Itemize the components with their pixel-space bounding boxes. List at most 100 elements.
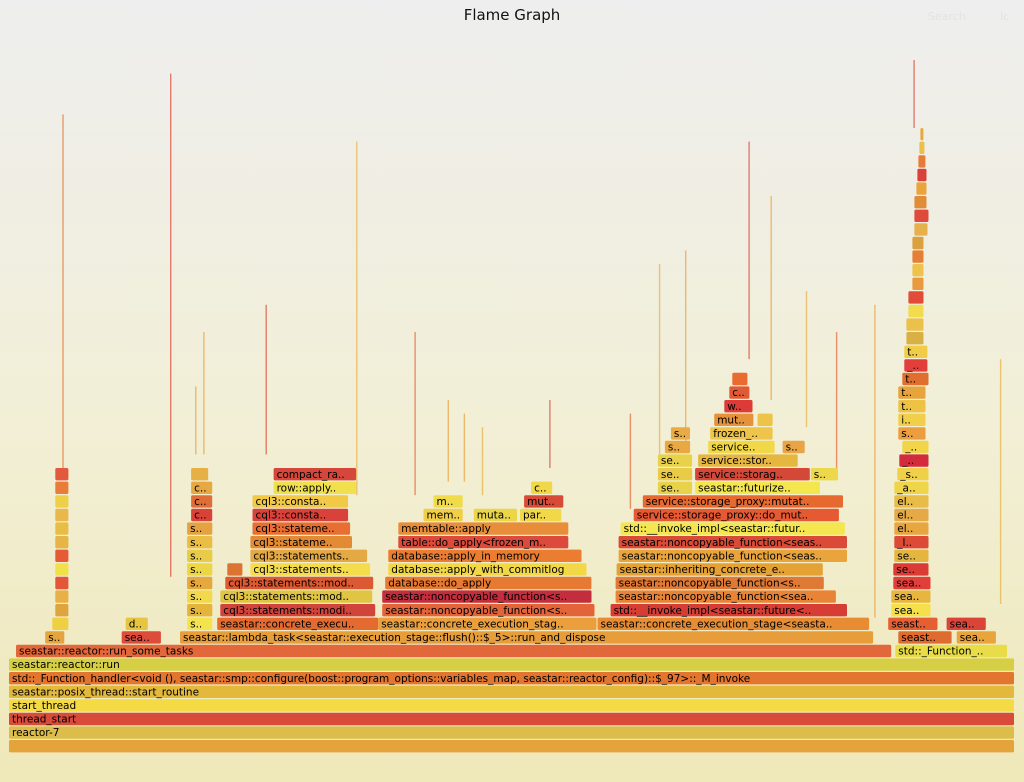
frame-bar[interactable] (898, 386, 926, 399)
frame-2[interactable]: thread_start (9, 712, 1014, 726)
frame-4[interactable]: seastar::posix_thread::start_routine (9, 685, 1014, 699)
frame-9[interactable]: s.. (45, 631, 65, 644)
frame-bar[interactable] (250, 549, 368, 562)
frame-84[interactable]: se.. (657, 481, 693, 495)
frame-85[interactable]: seastar::futurize.. (695, 481, 820, 495)
frame-bar[interactable] (398, 522, 569, 535)
frame-50[interactable]: database::apply_in_memory (388, 549, 582, 563)
frame-bar[interactable] (757, 413, 773, 426)
frame-bar[interactable] (55, 604, 69, 617)
frame-22[interactable] (55, 604, 69, 617)
frame-bar[interactable] (55, 468, 69, 481)
frame-bar[interactable] (125, 617, 148, 630)
frame-128[interactable] (918, 155, 926, 168)
frame-bar[interactable] (782, 440, 805, 454)
frame-5[interactable]: std::_Function_handler<void (), seastar:… (9, 672, 1014, 685)
frame-76[interactable]: m.. (433, 495, 463, 508)
frame-27[interactable]: sea.. (891, 604, 931, 617)
frame-bar[interactable] (597, 617, 870, 630)
frame-bar[interactable] (531, 481, 553, 494)
frame-116[interactable] (906, 318, 924, 331)
frame-11[interactable]: seastar::lambda_task<seastar::execution_… (180, 631, 874, 644)
frame-bar[interactable] (250, 563, 371, 576)
frame-72[interactable]: el.. (894, 508, 929, 522)
frame-53[interactable] (55, 536, 69, 549)
frame-35[interactable]: s.. (187, 576, 213, 590)
frame-bar[interactable] (710, 427, 773, 440)
frame-1[interactable]: reactor-7 (9, 726, 1014, 739)
frame-103[interactable]: s.. (898, 427, 926, 440)
frame-33[interactable]: sea.. (891, 590, 931, 603)
frame-12[interactable]: seast.. (898, 631, 952, 644)
frame-bar[interactable] (616, 563, 823, 576)
frame-19[interactable]: seastar::concrete_execution_stage<seasta… (597, 617, 870, 631)
frame-bar[interactable] (906, 318, 924, 331)
frame-bar[interactable] (912, 250, 924, 263)
frame-bar[interactable] (9, 726, 1014, 739)
frame-bar[interactable] (423, 508, 463, 522)
frame-77[interactable]: mut.. (524, 495, 564, 508)
frame-42[interactable] (227, 563, 243, 576)
frame-bar[interactable] (657, 468, 693, 481)
frame-bar[interactable] (473, 508, 518, 522)
frame-21[interactable]: sea.. (946, 617, 986, 631)
frame-bar[interactable] (187, 536, 213, 549)
frame-96[interactable]: _.. (899, 454, 929, 467)
frame-bar[interactable] (55, 536, 69, 549)
frame-117[interactable] (908, 304, 924, 318)
frame-55[interactable]: cql3::stateme.. (250, 536, 352, 549)
frame-bar[interactable] (956, 631, 996, 644)
frame-31[interactable]: seastar::noncopyable_function<s.. (382, 590, 592, 603)
frame-bar[interactable] (191, 495, 213, 508)
frame-75[interactable]: cql3::consta.. (252, 495, 349, 508)
frame-bar[interactable] (902, 440, 929, 454)
frame-bar[interactable] (898, 427, 926, 440)
frame-bar[interactable] (894, 522, 929, 535)
frame-bar[interactable] (187, 604, 213, 617)
frame-bar[interactable] (55, 522, 69, 535)
frame-39[interactable]: sea.. (893, 576, 931, 590)
frame-bar[interactable] (912, 277, 924, 290)
frame-bar[interactable] (912, 236, 924, 250)
frame-44[interactable]: database::apply_with_commitlog (388, 563, 587, 576)
frame-34[interactable] (55, 576, 69, 590)
frame-bar[interactable] (385, 576, 592, 590)
frame-bar[interactable] (220, 590, 373, 603)
frame-88[interactable] (191, 468, 209, 481)
frame-130[interactable] (920, 128, 924, 141)
frame-bar[interactable] (888, 617, 938, 630)
frame-28[interactable] (55, 590, 69, 603)
frame-bar[interactable] (520, 508, 562, 522)
frame-bar[interactable] (894, 481, 929, 494)
frame-bar[interactable] (55, 576, 69, 590)
frame-104[interactable]: mut.. (714, 413, 754, 427)
frame-86[interactable]: _a.. (894, 481, 929, 495)
frame-bar[interactable] (708, 440, 775, 454)
frame-bar[interactable] (433, 495, 463, 508)
frame-bar[interactable] (898, 413, 926, 426)
frame-bar[interactable] (55, 481, 69, 494)
frame-bar[interactable] (187, 617, 213, 630)
frame-43[interactable]: cql3::statements.. (250, 563, 371, 576)
frame-bar[interactable] (897, 468, 929, 481)
frame-bar[interactable] (810, 468, 838, 481)
frame-bar[interactable] (917, 168, 927, 182)
frame-63[interactable]: std::__invoke_impl<seastar::futur.. (620, 522, 845, 535)
frame-bar[interactable] (894, 508, 929, 522)
frame-124[interactable] (914, 209, 929, 222)
frame-30[interactable]: cql3::statements::mod.. (220, 590, 373, 603)
frame-26[interactable]: std::__invoke_impl<seastar::future<.. (610, 604, 847, 617)
frame-93[interactable]: _s.. (897, 468, 929, 481)
frame-bar[interactable] (252, 495, 349, 508)
frame-bar[interactable] (664, 440, 691, 454)
frame-3[interactable]: start_thread (9, 699, 1014, 712)
frame-125[interactable] (914, 196, 927, 209)
frame-99[interactable]: s.. (782, 440, 805, 454)
frame-bar[interactable] (620, 522, 845, 535)
frame-64[interactable]: el.. (894, 522, 929, 535)
frame-78[interactable]: service::storage_proxy::mutat.. (642, 495, 843, 508)
frame-bar[interactable] (894, 495, 929, 508)
frame-105[interactable] (757, 413, 773, 426)
frame-121[interactable] (912, 250, 924, 263)
frame-bar[interactable] (615, 576, 824, 590)
